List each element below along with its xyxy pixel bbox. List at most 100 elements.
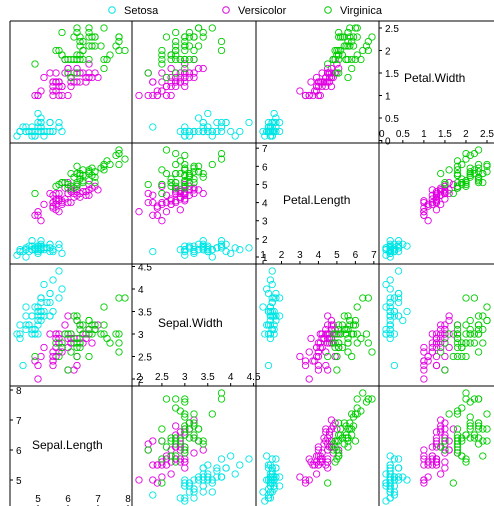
data-point-virginica bbox=[331, 339, 339, 347]
data-point-virginica bbox=[172, 178, 180, 187]
data-point-setosa bbox=[213, 118, 221, 127]
data-point-versicolor bbox=[424, 202, 432, 210]
data-point-versicolor bbox=[441, 188, 449, 196]
data-point-versicolor bbox=[301, 91, 310, 100]
data-point-virginica bbox=[115, 37, 123, 46]
data-point-versicolor bbox=[325, 69, 334, 77]
data-point-setosa bbox=[403, 307, 411, 316]
data-point-versicolor bbox=[318, 69, 326, 77]
data-point-setosa bbox=[40, 132, 48, 140]
data-point-virginica bbox=[329, 446, 337, 454]
data-point-versicolor bbox=[432, 198, 441, 207]
data-point-versicolor bbox=[82, 191, 90, 199]
data-point-virginica bbox=[217, 46, 226, 55]
data-point-setosa bbox=[268, 294, 276, 302]
data-point-virginica bbox=[73, 352, 81, 361]
data-point-setosa bbox=[382, 244, 390, 252]
data-point-virginica bbox=[445, 166, 453, 174]
data-point-versicolor bbox=[309, 357, 317, 365]
tick-label: 3 bbox=[262, 217, 268, 228]
data-point-virginica bbox=[181, 184, 189, 192]
data-point-virginica bbox=[167, 175, 175, 183]
data-point-versicolor bbox=[424, 461, 432, 469]
data-point-virginica bbox=[335, 325, 343, 334]
data-point-versicolor bbox=[158, 78, 166, 86]
data-point-virginica bbox=[190, 434, 198, 442]
data-point-virginica bbox=[335, 46, 343, 55]
data-point-virginica bbox=[73, 312, 81, 320]
data-point-versicolor bbox=[158, 198, 166, 207]
data-point-setosa bbox=[264, 289, 273, 298]
data-point-virginica bbox=[449, 479, 457, 487]
data-point-virginica bbox=[441, 180, 449, 189]
data-point-setosa bbox=[13, 132, 21, 140]
data-point-virginica bbox=[346, 42, 354, 50]
data-point-setosa bbox=[266, 127, 275, 136]
data-point-virginica bbox=[144, 180, 152, 189]
data-point-virginica bbox=[466, 330, 474, 338]
data-point-virginica bbox=[344, 312, 352, 320]
data-point-versicolor bbox=[432, 206, 441, 214]
data-point-setosa bbox=[270, 307, 278, 316]
data-point-virginica bbox=[453, 343, 462, 352]
data-point-versicolor bbox=[307, 78, 315, 86]
data-point-setosa bbox=[46, 118, 54, 127]
data-point-virginica bbox=[466, 173, 474, 181]
data-point-virginica bbox=[190, 175, 198, 183]
data-point-setosa bbox=[190, 246, 198, 254]
data-point-virginica bbox=[342, 55, 350, 64]
data-point-virginica bbox=[479, 452, 487, 460]
data-point-virginica bbox=[181, 166, 189, 174]
data-point-setosa bbox=[22, 303, 30, 311]
data-point-virginica bbox=[115, 339, 123, 347]
data-point-setosa bbox=[185, 132, 194, 140]
data-point-setosa bbox=[222, 240, 230, 248]
data-point-versicolor bbox=[312, 87, 321, 95]
tick-label: 8 bbox=[16, 386, 22, 397]
data-point-setosa bbox=[386, 285, 394, 293]
data-point-virginica bbox=[172, 37, 180, 46]
data-point-virginica bbox=[331, 55, 339, 64]
data-point-virginica bbox=[158, 455, 166, 463]
data-point-versicolor bbox=[64, 343, 72, 352]
data-point-versicolor bbox=[58, 91, 66, 100]
data-point-setosa bbox=[268, 312, 276, 320]
data-point-setosa bbox=[185, 244, 194, 252]
data-point-virginica bbox=[466, 151, 474, 160]
data-point-setosa bbox=[204, 242, 212, 250]
data-point-virginica bbox=[181, 42, 189, 50]
data-point-versicolor bbox=[153, 87, 161, 95]
data-point-versicolor bbox=[46, 330, 54, 338]
data-point-versicolor bbox=[324, 366, 332, 374]
data-point-virginica bbox=[479, 339, 487, 347]
data-point-virginica bbox=[353, 404, 361, 412]
legend-item-virginica: Virginica bbox=[324, 5, 383, 17]
tick-label: 1 bbox=[421, 129, 427, 140]
data-point-setosa bbox=[227, 249, 235, 258]
data-point-virginica bbox=[458, 437, 466, 445]
data-point-versicolor bbox=[420, 479, 428, 487]
data-point-virginica bbox=[336, 46, 345, 55]
data-point-virginica bbox=[176, 407, 184, 415]
data-point-setosa bbox=[185, 127, 194, 136]
data-point-virginica bbox=[462, 177, 470, 185]
data-point-virginica bbox=[368, 395, 376, 403]
data-point-versicolor bbox=[432, 197, 441, 205]
data-point-virginica bbox=[190, 46, 198, 55]
data-point-virginica bbox=[158, 55, 166, 64]
data-point-virginica bbox=[453, 449, 462, 457]
data-point-virginica bbox=[458, 178, 466, 187]
data-point-versicolor bbox=[305, 455, 313, 463]
tick-label: 3 bbox=[182, 372, 188, 383]
data-point-virginica bbox=[115, 160, 123, 169]
tick-label: 4.5 bbox=[138, 263, 152, 274]
data-point-virginica bbox=[172, 42, 180, 50]
data-point-versicolor bbox=[432, 352, 441, 361]
data-point-versicolor bbox=[420, 208, 428, 216]
data-point-setosa bbox=[217, 123, 226, 131]
data-point-versicolor bbox=[428, 330, 436, 338]
data-point-versicolor bbox=[424, 473, 432, 481]
data-point-versicolor bbox=[167, 91, 175, 100]
data-point-setosa bbox=[382, 330, 390, 338]
data-point-versicolor bbox=[420, 197, 428, 205]
